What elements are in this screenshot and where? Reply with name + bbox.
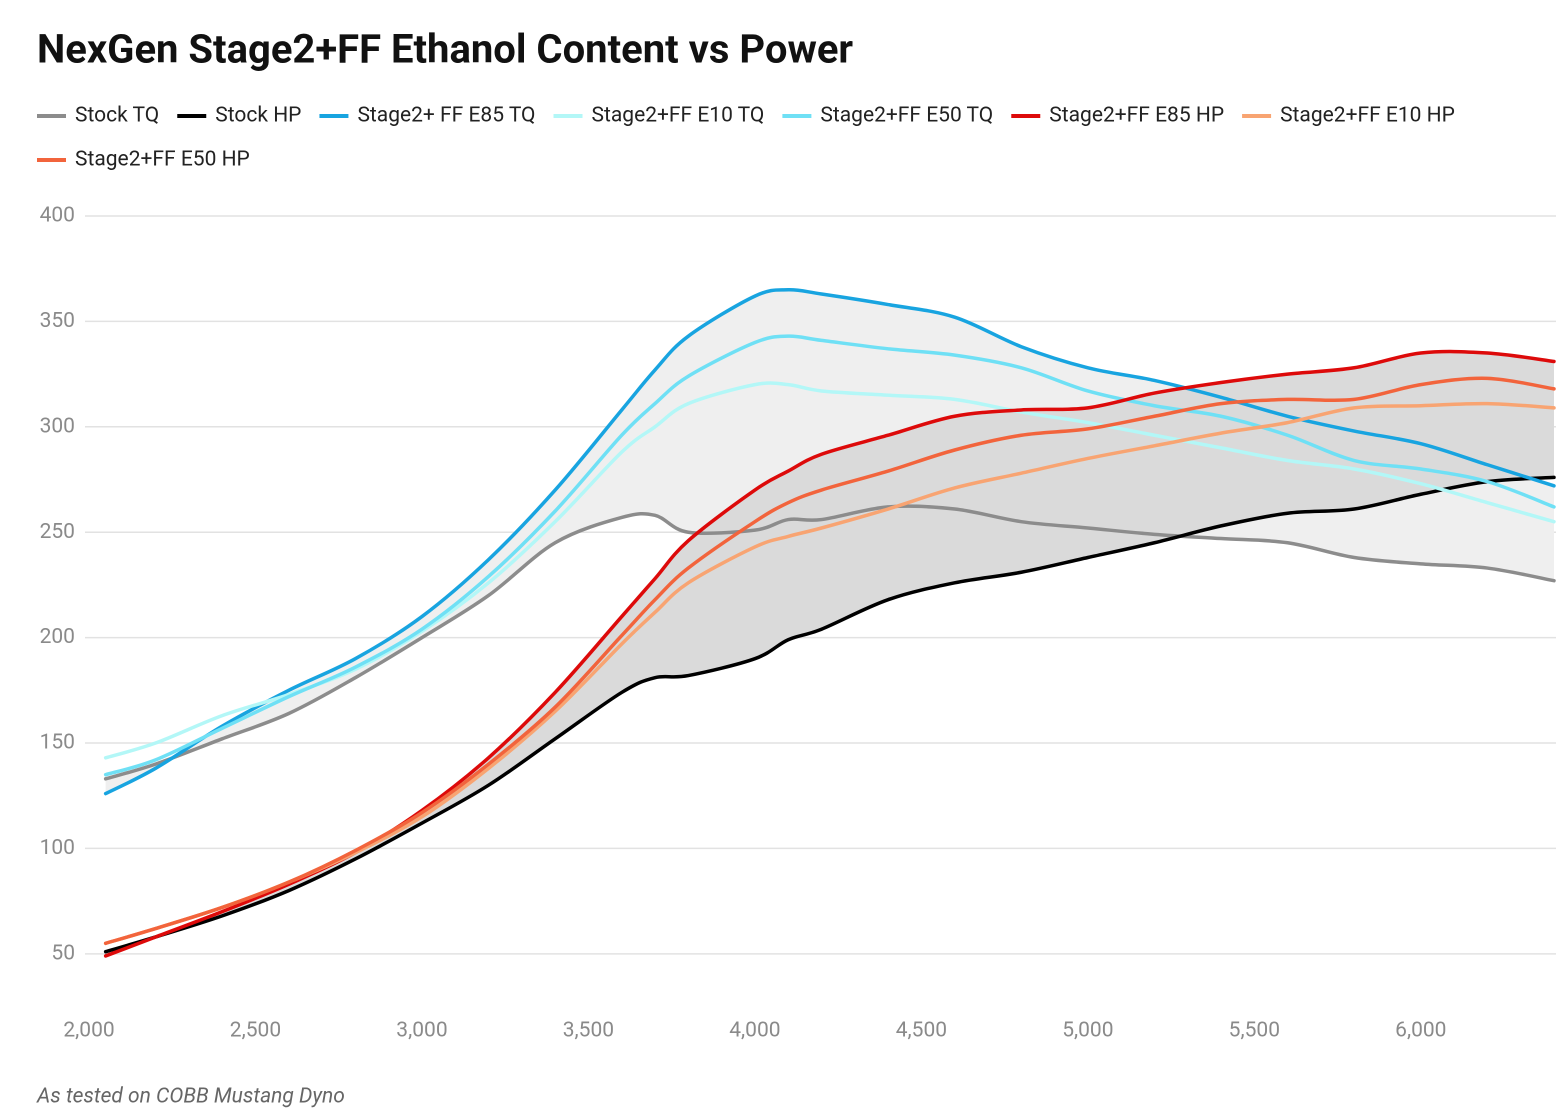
legend-label: Stage2+FF E10 TQ — [592, 104, 765, 128]
y-tick-label: 250 — [40, 520, 75, 544]
x-tick-label: 5,000 — [1062, 1019, 1113, 1043]
x-tick-label: 5,500 — [1229, 1019, 1280, 1043]
series-line — [103, 376, 1556, 946]
legend-label: Stage2+ FF E85 TQ — [357, 104, 535, 128]
legend-item: Stock TQ — [37, 104, 159, 128]
y-tick-label: 200 — [40, 625, 75, 649]
chart-title: NexGen Stage2+FF Ethanol Content vs Powe… — [37, 26, 853, 73]
legend-item: Stage2+FF E10 HP — [1242, 104, 1455, 128]
series-line — [103, 401, 1556, 946]
legend-item: Stage2+FF E10 TQ — [553, 104, 765, 128]
legend-item: Stage2+FF E50 TQ — [782, 104, 993, 128]
x-tick-label: 3,500 — [563, 1019, 614, 1043]
x-tick-label: 3,000 — [396, 1019, 447, 1043]
x-tick-label: 2,500 — [230, 1019, 281, 1043]
y-tick-label: 350 — [40, 309, 75, 333]
series-line — [103, 475, 1556, 954]
x-tick-label: 6,000 — [1395, 1019, 1446, 1043]
series-line — [103, 381, 1556, 760]
y-tick-label: 400 — [40, 204, 75, 228]
y-tick-label: 150 — [40, 731, 75, 755]
y-tick-label: 100 — [40, 836, 75, 860]
legend-item: Stage2+FF E85 HP — [1011, 104, 1224, 128]
x-tick-label: 4,500 — [896, 1019, 947, 1043]
legend-item: Stage2+ FF E85 TQ — [319, 104, 536, 128]
legend-label: Stock HP — [215, 104, 301, 128]
legend-label: Stage2+FF E50 HP — [75, 148, 250, 172]
y-tick-label: 300 — [40, 414, 75, 438]
x-tick-label: 4,000 — [729, 1019, 780, 1043]
area-fill — [105, 351, 1555, 956]
series-line — [103, 288, 1556, 796]
series-line — [103, 504, 1556, 781]
legend-label: Stage2+FF E50 TQ — [820, 104, 993, 128]
legend-label: Stage2+FF E85 HP — [1049, 104, 1224, 128]
y-tick-label: 50 — [51, 941, 75, 965]
legend-label: Stock TQ — [75, 104, 159, 128]
legend-label: Stage2+FF E10 HP — [1280, 104, 1455, 128]
legend-item: Stage2+FF E50 HP — [37, 148, 250, 172]
legend-item: Stock HP — [177, 104, 301, 128]
chart-note: As tested on COBB Mustang Dyno — [36, 1085, 345, 1109]
series-line — [103, 334, 1556, 777]
x-tick-label: 2,000 — [63, 1019, 114, 1043]
